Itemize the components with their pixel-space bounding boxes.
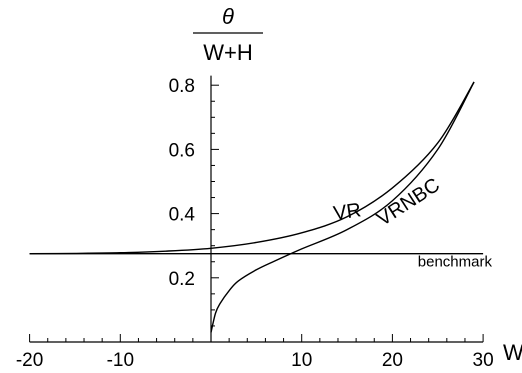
y-tick-label: 0.6 bbox=[169, 140, 195, 161]
label-vr: VR bbox=[332, 199, 363, 225]
curves bbox=[29, 81, 484, 333]
axes bbox=[29, 75, 484, 343]
tick-labels: -20 -10 10 20 30 0.2 0.4 0.6 0.8 bbox=[16, 76, 494, 371]
annotations: VR VRNBC benchmark bbox=[332, 174, 493, 271]
label-benchmark: benchmark bbox=[418, 254, 493, 271]
x-tick-label: 10 bbox=[291, 350, 312, 371]
x-tick-label: 30 bbox=[473, 350, 494, 371]
y-axis-label-denominator: W+H bbox=[203, 40, 253, 65]
x-tick-label: 20 bbox=[382, 350, 403, 371]
x-tick-label: -20 bbox=[16, 350, 43, 371]
ticks bbox=[29, 84, 484, 342]
y-axis-label: θ W+H bbox=[193, 4, 263, 65]
y-axis-label-numerator: θ bbox=[222, 4, 234, 29]
series-vr-line bbox=[29, 81, 475, 255]
x-axis-label: W bbox=[503, 340, 522, 365]
y-tick-label: 0.8 bbox=[169, 76, 195, 97]
x-tick-label: -10 bbox=[107, 350, 134, 371]
label-vrnbc: VRNBC bbox=[373, 174, 444, 231]
y-tick-label: 0.4 bbox=[169, 205, 196, 226]
series-vrnbc-line bbox=[210, 81, 475, 333]
y-tick-label: 0.2 bbox=[169, 269, 195, 290]
